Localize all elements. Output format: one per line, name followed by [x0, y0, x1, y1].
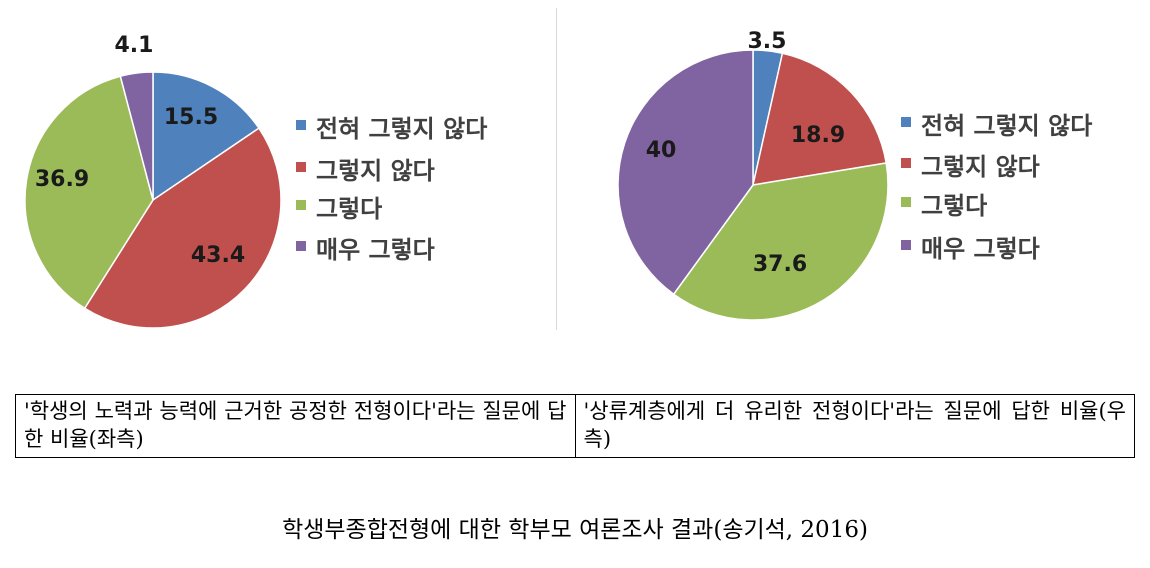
- left-legend-label-0: 전혀 그렇지 않다: [316, 115, 487, 143]
- left-legend-swatch-1: [296, 162, 306, 172]
- right-legend-label-0: 전혀 그렇지 않다: [921, 112, 1092, 140]
- right-legend-swatch-3: [901, 240, 911, 250]
- figure-caption: 학생부종합전형에 대한 학부모 여론조사 결과(송기석, 2016): [282, 517, 868, 543]
- right-pie-slice-1: [752, 52, 888, 186]
- caption-table: '학생의 노력과 능력에 근거한 공정한 전형이다'라는 질문에 답한 비율(좌…: [15, 394, 1135, 458]
- chart-divider: [556, 8, 557, 330]
- left-value-label-0: 15.5: [164, 105, 218, 130]
- right-pie-slice-2: [672, 162, 889, 321]
- right-legend-label-1: 그렇지 않다: [921, 153, 1040, 181]
- right-value-label-0: 3.5: [748, 29, 787, 54]
- right-legend-swatch-1: [901, 158, 911, 168]
- left-legend-swatch-2: [296, 200, 306, 210]
- left-legend-swatch-3: [296, 241, 306, 251]
- left-legend-swatch-0: [296, 120, 306, 130]
- right-legend-label-2: 그렇다: [921, 192, 987, 220]
- right-value-label-2: 37.6: [753, 252, 807, 277]
- right-legend-label-3: 매우 그렇다: [921, 235, 1040, 263]
- left-value-label-3: 4.1: [115, 33, 154, 58]
- left-pie-slice-0: [152, 71, 260, 202]
- right-legend-swatch-2: [901, 197, 911, 207]
- left-value-label-1: 43.4: [191, 243, 245, 268]
- left-legend-label-1: 그렇지 않다: [316, 157, 435, 185]
- right-value-label-1: 18.9: [791, 123, 845, 148]
- right-value-label-3: 40: [646, 138, 677, 163]
- caption-right: '상류계층에게 더 유리한 전형이다'라는 질문에 답한 비율(우측): [574, 394, 1135, 458]
- right-legend-swatch-0: [901, 117, 911, 127]
- left-legend-label-3: 매우 그렇다: [316, 236, 435, 264]
- left-pie-slice-3: [119, 71, 154, 201]
- right-pie-slice-3: [617, 49, 754, 296]
- caption-left: '학생의 노력과 능력에 근거한 공정한 전형이다'라는 질문에 답한 비율(좌…: [15, 394, 576, 458]
- left-pie-slice-1: [83, 127, 282, 329]
- left-value-label-2: 36.9: [35, 167, 89, 192]
- left-legend-label-2: 그렇다: [316, 195, 382, 223]
- left-pie-slice-2: [24, 75, 154, 310]
